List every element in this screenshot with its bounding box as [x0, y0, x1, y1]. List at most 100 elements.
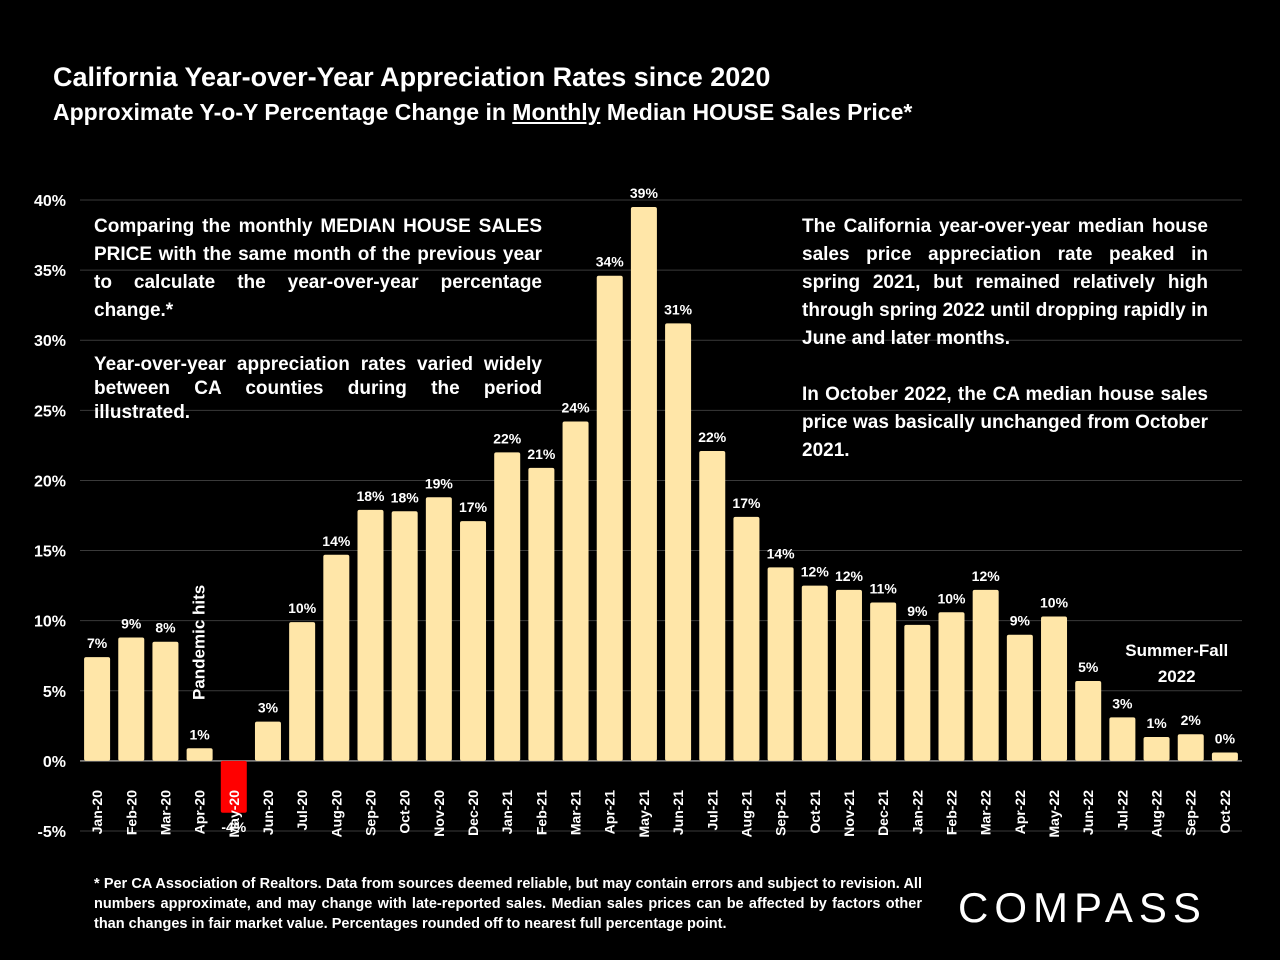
- data-label: -4%: [221, 819, 246, 835]
- y-tick-label: 15%: [34, 544, 66, 561]
- x-tick-label: Jun-20: [260, 790, 276, 835]
- y-tick-label: 30%: [34, 333, 66, 350]
- x-tick-label: May-22: [1046, 790, 1062, 838]
- bar: [494, 452, 521, 761]
- data-label: 3%: [258, 700, 279, 716]
- data-label: 8%: [155, 620, 176, 636]
- data-label: 34%: [596, 254, 625, 270]
- bar: [1006, 634, 1033, 761]
- data-label: 17%: [732, 495, 761, 511]
- data-label: 14%: [767, 545, 796, 561]
- subtitle-text-post: Median HOUSE Sales Price*: [600, 99, 913, 125]
- y-tick-label: 35%: [34, 263, 66, 280]
- data-label: 0%: [1215, 730, 1236, 746]
- x-tick-label: Jul-22: [1114, 790, 1130, 831]
- bar: [1041, 616, 1068, 761]
- bar: [596, 275, 623, 761]
- x-tick-label: Oct-20: [397, 790, 413, 834]
- bar: [323, 554, 350, 761]
- bar: [152, 641, 179, 761]
- x-tick-label: Mar-21: [568, 790, 584, 835]
- x-tick-label: Oct-22: [1217, 790, 1233, 834]
- data-label: 3%: [1112, 695, 1133, 711]
- y-tick-label: 0%: [43, 754, 66, 771]
- x-tick-label: Apr-22: [1012, 790, 1028, 835]
- data-label: 17%: [459, 499, 488, 515]
- y-tick-label: 10%: [34, 614, 66, 631]
- x-tick-label: Apr-20: [192, 790, 208, 835]
- bar: [186, 748, 213, 761]
- x-tick-label: Nov-21: [841, 790, 857, 837]
- x-tick-label: May-21: [636, 790, 652, 838]
- x-tick-label: Sep-20: [363, 790, 379, 836]
- subtitle-underlined-word: Monthly: [512, 99, 601, 125]
- bar: [904, 624, 931, 761]
- bar: [733, 516, 760, 761]
- data-label: 22%: [493, 430, 522, 446]
- bar: [1109, 717, 1136, 761]
- data-label: 19%: [425, 475, 454, 491]
- bar: [1211, 752, 1238, 761]
- x-tick-label: Dec-20: [465, 790, 481, 836]
- data-label: 9%: [907, 603, 928, 619]
- bar: [1143, 737, 1170, 761]
- data-label: 1%: [1146, 715, 1167, 731]
- x-tick-label: Sep-22: [1183, 790, 1199, 836]
- bar: [1075, 680, 1102, 761]
- x-tick-label: Jan-22: [909, 790, 925, 835]
- data-label: 14%: [322, 533, 351, 549]
- note-right-2: In October 2022, the CA median house sal…: [802, 384, 1208, 461]
- bar: [460, 521, 487, 761]
- x-tick-label: Mar-20: [157, 790, 173, 835]
- x-tick-label: Nov-20: [431, 790, 447, 837]
- bar: [84, 657, 111, 761]
- compass-logo: COMPASS: [958, 884, 1207, 931]
- bar: [835, 589, 862, 761]
- data-label: 5%: [1078, 659, 1099, 675]
- x-tick-label: Oct-21: [807, 790, 823, 834]
- bar: [938, 612, 965, 761]
- x-tick-label: Aug-21: [738, 790, 754, 838]
- data-label: 12%: [801, 564, 830, 580]
- x-tick-label: Jul-21: [704, 790, 720, 831]
- x-tick-label: Sep-21: [773, 790, 789, 836]
- data-label: 18%: [391, 489, 420, 505]
- x-tick-label: Apr-21: [602, 790, 618, 835]
- bar: [630, 207, 657, 761]
- footnote: * Per CA Association of Realtors. Data f…: [94, 876, 922, 932]
- data-label: 10%: [1040, 594, 1069, 610]
- bar: [357, 509, 384, 761]
- data-label: 39%: [630, 185, 659, 201]
- data-label: 31%: [664, 301, 693, 317]
- data-label: 10%: [937, 590, 966, 606]
- annotation-pandemic-hits: Pandemic hits: [190, 585, 209, 700]
- bar: [767, 567, 794, 761]
- bar: [699, 450, 726, 761]
- data-label: 7%: [87, 635, 108, 651]
- data-label: 18%: [356, 488, 385, 504]
- x-tick-label: Aug-22: [1149, 790, 1165, 838]
- chart-title: California Year-over-Year Appreciation R…: [53, 62, 771, 92]
- y-tick-label: 40%: [34, 193, 66, 210]
- note-left-1: Comparing the monthly MEDIAN HOUSE SALES…: [94, 216, 542, 321]
- chart-subtitle: Approximate Y-o-Y Percentage Change in M…: [53, 99, 912, 126]
- y-tick-label: 20%: [34, 473, 66, 490]
- bar: [801, 585, 828, 761]
- data-label: 9%: [1010, 613, 1031, 629]
- bar: [528, 467, 555, 761]
- data-label: 12%: [835, 568, 864, 584]
- x-tick-label: May-20: [226, 790, 242, 838]
- bar: [391, 511, 418, 761]
- annotation-summer-fall-line2: 2022: [1158, 667, 1196, 686]
- data-label: 22%: [698, 429, 727, 445]
- subtitle-text-pre: Approximate Y-o-Y Percentage Change in: [53, 99, 513, 125]
- y-tick-label: -5%: [38, 824, 66, 841]
- x-tick-label: Feb-22: [944, 790, 960, 835]
- x-tick-label: Feb-21: [533, 790, 549, 835]
- x-tick-label: Dec-21: [875, 790, 891, 836]
- data-label: 2%: [1181, 712, 1202, 728]
- data-label: 11%: [870, 580, 898, 596]
- x-tick-label: Feb-20: [123, 790, 139, 835]
- x-tick-label: Jan-20: [89, 790, 105, 835]
